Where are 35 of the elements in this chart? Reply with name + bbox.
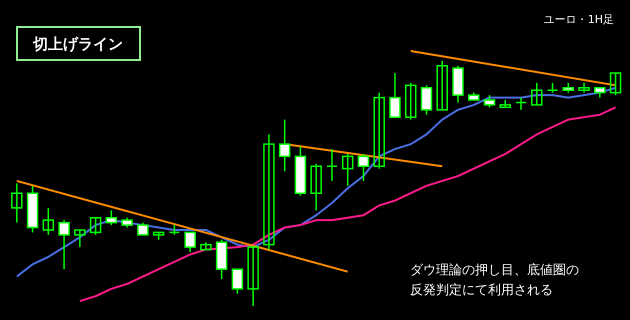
candlestick [42,207,54,236]
candlestick [121,216,133,228]
candlestick [373,92,385,170]
candlestick [278,118,290,172]
candlestick [11,182,23,224]
candlestick [531,82,543,106]
candlestick [578,82,590,94]
annotation: 反発判定にて利用される [410,283,553,298]
chart-title: 切上げライン [32,35,123,53]
candlestick [342,153,354,187]
candlestick [168,224,180,236]
candlestick [404,82,416,120]
candlestick [58,219,70,270]
candlestick [594,87,606,98]
candlestick [184,232,196,253]
candlestick [326,148,338,182]
candlestick [90,216,102,236]
candlestick [515,96,527,111]
candlestick [546,82,558,94]
candlestick [232,268,244,294]
candlestick [389,72,401,118]
candlestick [436,60,448,111]
candlestick [358,153,370,182]
candlestick [420,84,432,116]
candlestick [137,222,149,236]
candlestick [74,229,86,248]
annotation: ダウ理論の押し目、底値圏の [410,263,579,278]
candlestick [562,82,574,94]
candlestick [484,94,496,108]
candlestick [610,72,622,96]
chart-subtitle: ユーロ・1H足 [544,13,614,26]
candlestick [106,210,118,226]
candlestick [310,163,322,212]
candlestick [263,134,275,250]
candlestick [247,246,259,307]
